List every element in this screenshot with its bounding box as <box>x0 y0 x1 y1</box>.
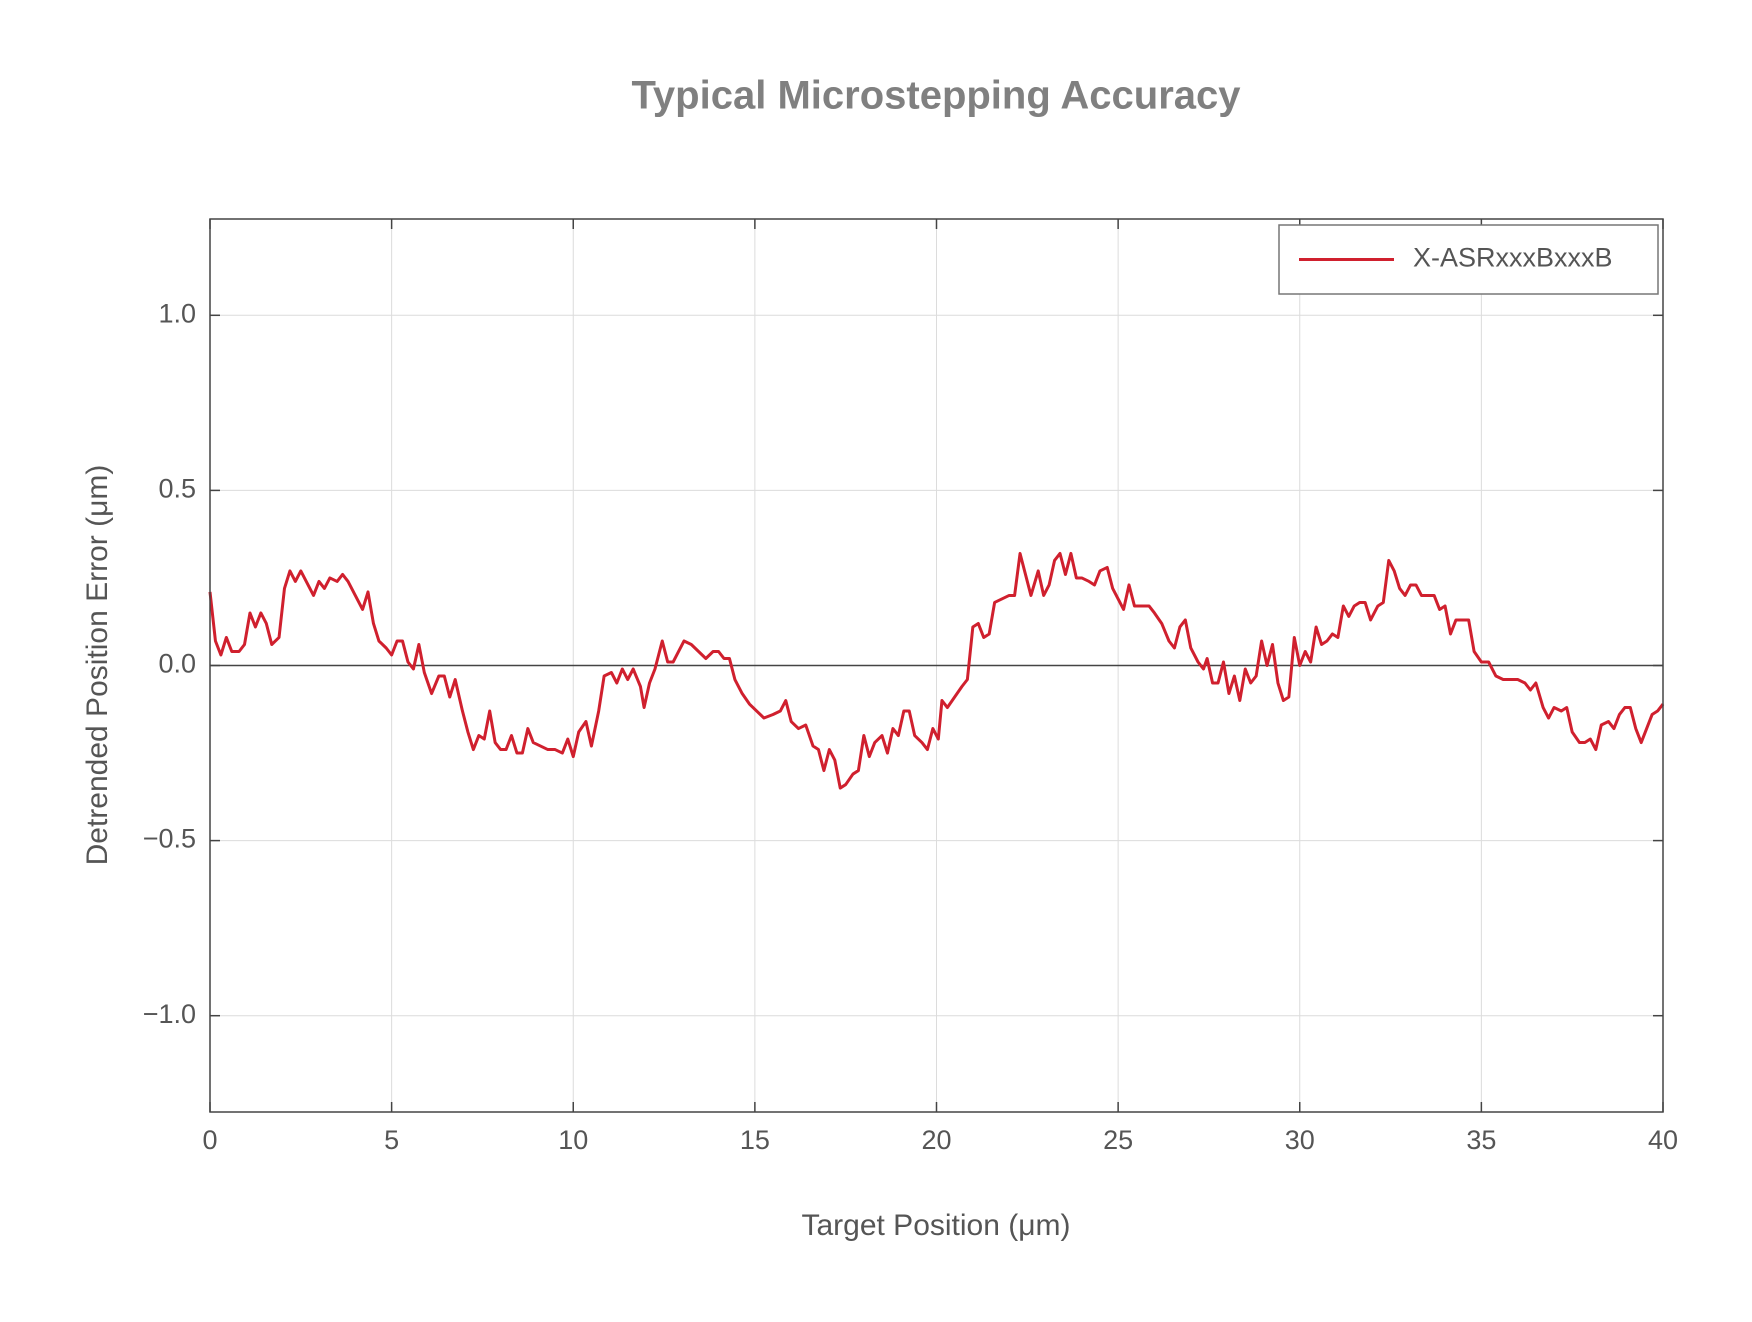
data-line <box>208 551 1665 790</box>
x-tick-label: 30 <box>1285 1125 1315 1155</box>
y-tick-label: −1.0 <box>143 999 196 1029</box>
y-tick-label: 0.0 <box>158 649 196 679</box>
x-tick-label: 35 <box>1466 1125 1496 1155</box>
chart-title: Typical Microstepping Accuracy <box>631 74 1241 118</box>
y-axis-label: Detrended Position Error (μm) <box>81 465 114 866</box>
x-tick-label: 5 <box>384 1125 399 1155</box>
y-tick-label: 1.0 <box>158 298 196 328</box>
x-tick-label: 40 <box>1648 1125 1678 1155</box>
x-tick-label: 25 <box>1103 1125 1133 1155</box>
x-axis-label: Target Position (μm) <box>801 1209 1070 1242</box>
x-tick-label: 15 <box>740 1125 770 1155</box>
x-tick-label: 20 <box>921 1125 951 1155</box>
x-tick-label: 10 <box>558 1125 588 1155</box>
x-tick-label: 0 <box>202 1125 217 1155</box>
plot-frame <box>209 218 1664 1113</box>
y-tick-label: 0.5 <box>158 474 196 504</box>
legend-label: X-ASRxxxBxxxB <box>1413 243 1613 273</box>
y-tick-label: −0.5 <box>143 824 196 854</box>
